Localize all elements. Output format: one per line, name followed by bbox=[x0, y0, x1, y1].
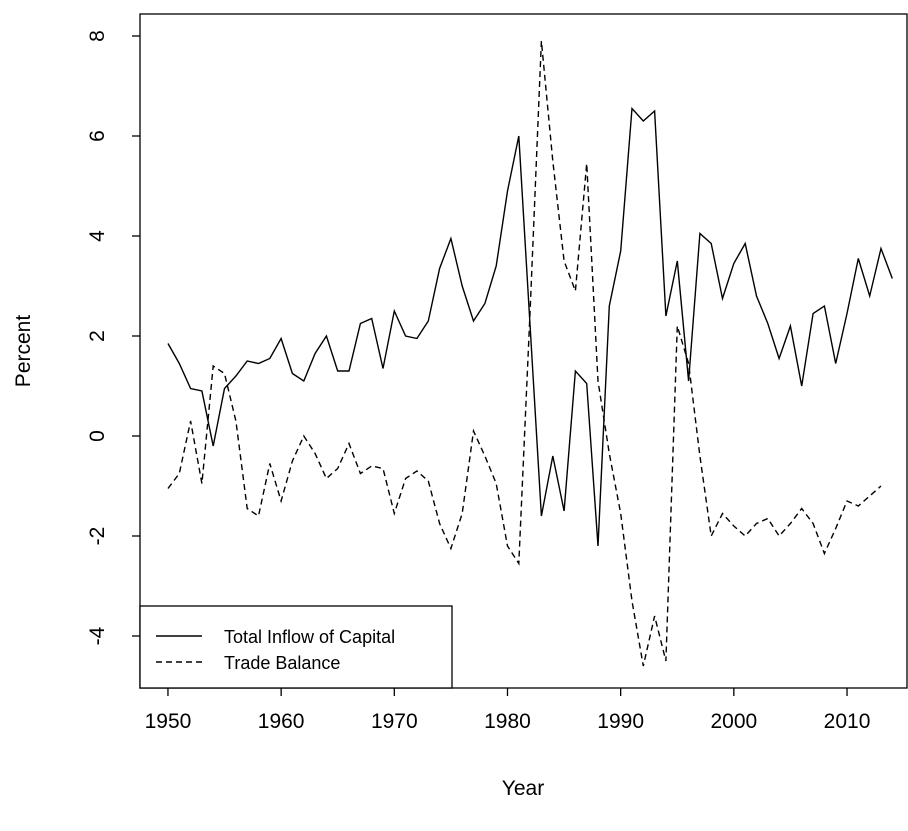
legend-box bbox=[139, 605, 453, 689]
series-line bbox=[167, 106, 893, 547]
y-tick-label: 6 bbox=[86, 130, 109, 142]
y-tick-label: 0 bbox=[86, 430, 109, 442]
y-tick-label: -4 bbox=[86, 626, 109, 645]
x-tick-label: 1960 bbox=[258, 710, 305, 733]
y-tick-label: 4 bbox=[86, 230, 109, 242]
legend-label: Total Inflow of Capital bbox=[224, 627, 395, 647]
x-tick-label: 1990 bbox=[597, 710, 644, 733]
y-tick-label: -2 bbox=[86, 527, 109, 546]
x-axis-label: Year bbox=[502, 777, 544, 800]
plot-frame bbox=[139, 13, 908, 689]
x-tick-label: 1980 bbox=[484, 710, 531, 733]
x-tick-label: 2000 bbox=[710, 710, 757, 733]
y-axis-label: Percent bbox=[12, 315, 35, 388]
y-tick-label: 2 bbox=[86, 330, 109, 342]
x-tick-label: 1970 bbox=[371, 710, 418, 733]
x-tick-label: 1950 bbox=[145, 710, 192, 733]
legend-label: Trade Balance bbox=[224, 653, 340, 673]
series-line bbox=[167, 40, 882, 667]
x-tick-label: 2010 bbox=[824, 710, 871, 733]
y-tick-label: 8 bbox=[86, 30, 109, 42]
